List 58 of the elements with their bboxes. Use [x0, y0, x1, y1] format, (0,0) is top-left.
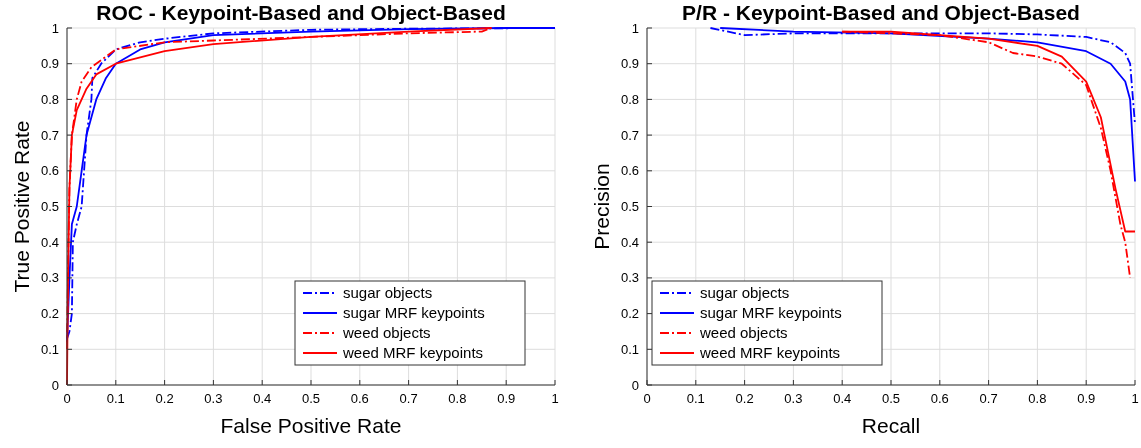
x-tick-label: 0: [63, 391, 71, 406]
legend-label: sugar objects: [343, 284, 433, 301]
x-tick-label: 0.8: [1028, 391, 1047, 406]
y-tick-label: 0.7: [40, 127, 59, 143]
legend-label: sugar MRF keypoints: [343, 304, 485, 321]
y-tick-label: 0: [51, 377, 59, 393]
y-tick-label: 0.1: [40, 341, 59, 357]
chart-title: P/R - Keypoint-Based and Object-Based: [682, 1, 1080, 24]
x-tick-label: 1: [1131, 391, 1139, 406]
x-tick-label: 0.4: [833, 391, 852, 406]
x-tick-label: 0.6: [930, 391, 949, 406]
y-tick-label: 0.2: [40, 306, 59, 322]
y-axis-title: True Positive Rate: [10, 120, 33, 293]
chart-title: ROC - Keypoint-Based and Object-Based: [96, 1, 506, 24]
x-tick-label: 0.1: [106, 391, 125, 406]
y-tick-label: 0: [631, 377, 639, 393]
y-tick-label: 0.5: [40, 199, 59, 214]
y-axis-title: Precision: [590, 163, 613, 250]
x-tick-label: 0.9: [1077, 391, 1096, 406]
y-tick-label: 0.4: [40, 234, 59, 250]
y-tick-label: 0.4: [620, 234, 639, 250]
y-tick-label: 0.7: [620, 127, 639, 143]
y-tick-label: 1: [631, 20, 639, 36]
y-tick-label: 0.8: [40, 91, 59, 107]
x-tick-label: 0.9: [497, 391, 516, 406]
x-tick-label: 0.4: [253, 391, 272, 406]
x-tick-label: 0.7: [979, 391, 998, 406]
y-tick-label: 0.2: [620, 306, 639, 322]
legend-label: sugar MRF keypoints: [700, 304, 842, 321]
legend-label: sugar objects: [700, 284, 790, 301]
y-tick-label: 1: [51, 20, 59, 36]
x-tick-label: 0.3: [204, 391, 223, 406]
legend-label: weed MRF keypoints: [699, 344, 841, 361]
y-tick-label: 0.9: [40, 56, 59, 72]
x-axis-title: False Positive Rate: [220, 414, 402, 437]
legend-label: weed MRF keypoints: [342, 344, 484, 361]
x-tick-label: 0.5: [881, 391, 901, 406]
y-tick-label: 0.1: [620, 341, 639, 357]
x-tick-label: 0.2: [735, 391, 754, 406]
legend-label: weed objects: [342, 324, 431, 341]
x-tick-label: 1: [551, 391, 559, 406]
x-tick-label: 0.1: [686, 391, 705, 406]
x-tick-label: 0.8: [448, 391, 467, 406]
x-tick-label: 0.2: [155, 391, 174, 406]
y-tick-label: 0.3: [620, 270, 639, 286]
y-tick-label: 0.6: [620, 163, 639, 179]
y-tick-label: 0.5: [620, 199, 639, 214]
y-tick-label: 0.8: [620, 91, 639, 107]
y-tick-label: 0.6: [40, 163, 59, 179]
x-tick-label: 0: [643, 391, 651, 406]
legend-label: weed objects: [699, 324, 788, 341]
x-axis-title: Recall: [861, 414, 921, 437]
x-tick-label: 0.5: [301, 391, 321, 406]
x-tick-label: 0.3: [784, 391, 803, 406]
y-tick-label: 0.9: [620, 56, 639, 72]
x-tick-label: 0.6: [350, 391, 369, 406]
x-tick-label: 0.7: [399, 391, 418, 406]
y-tick-label: 0.3: [40, 270, 59, 286]
